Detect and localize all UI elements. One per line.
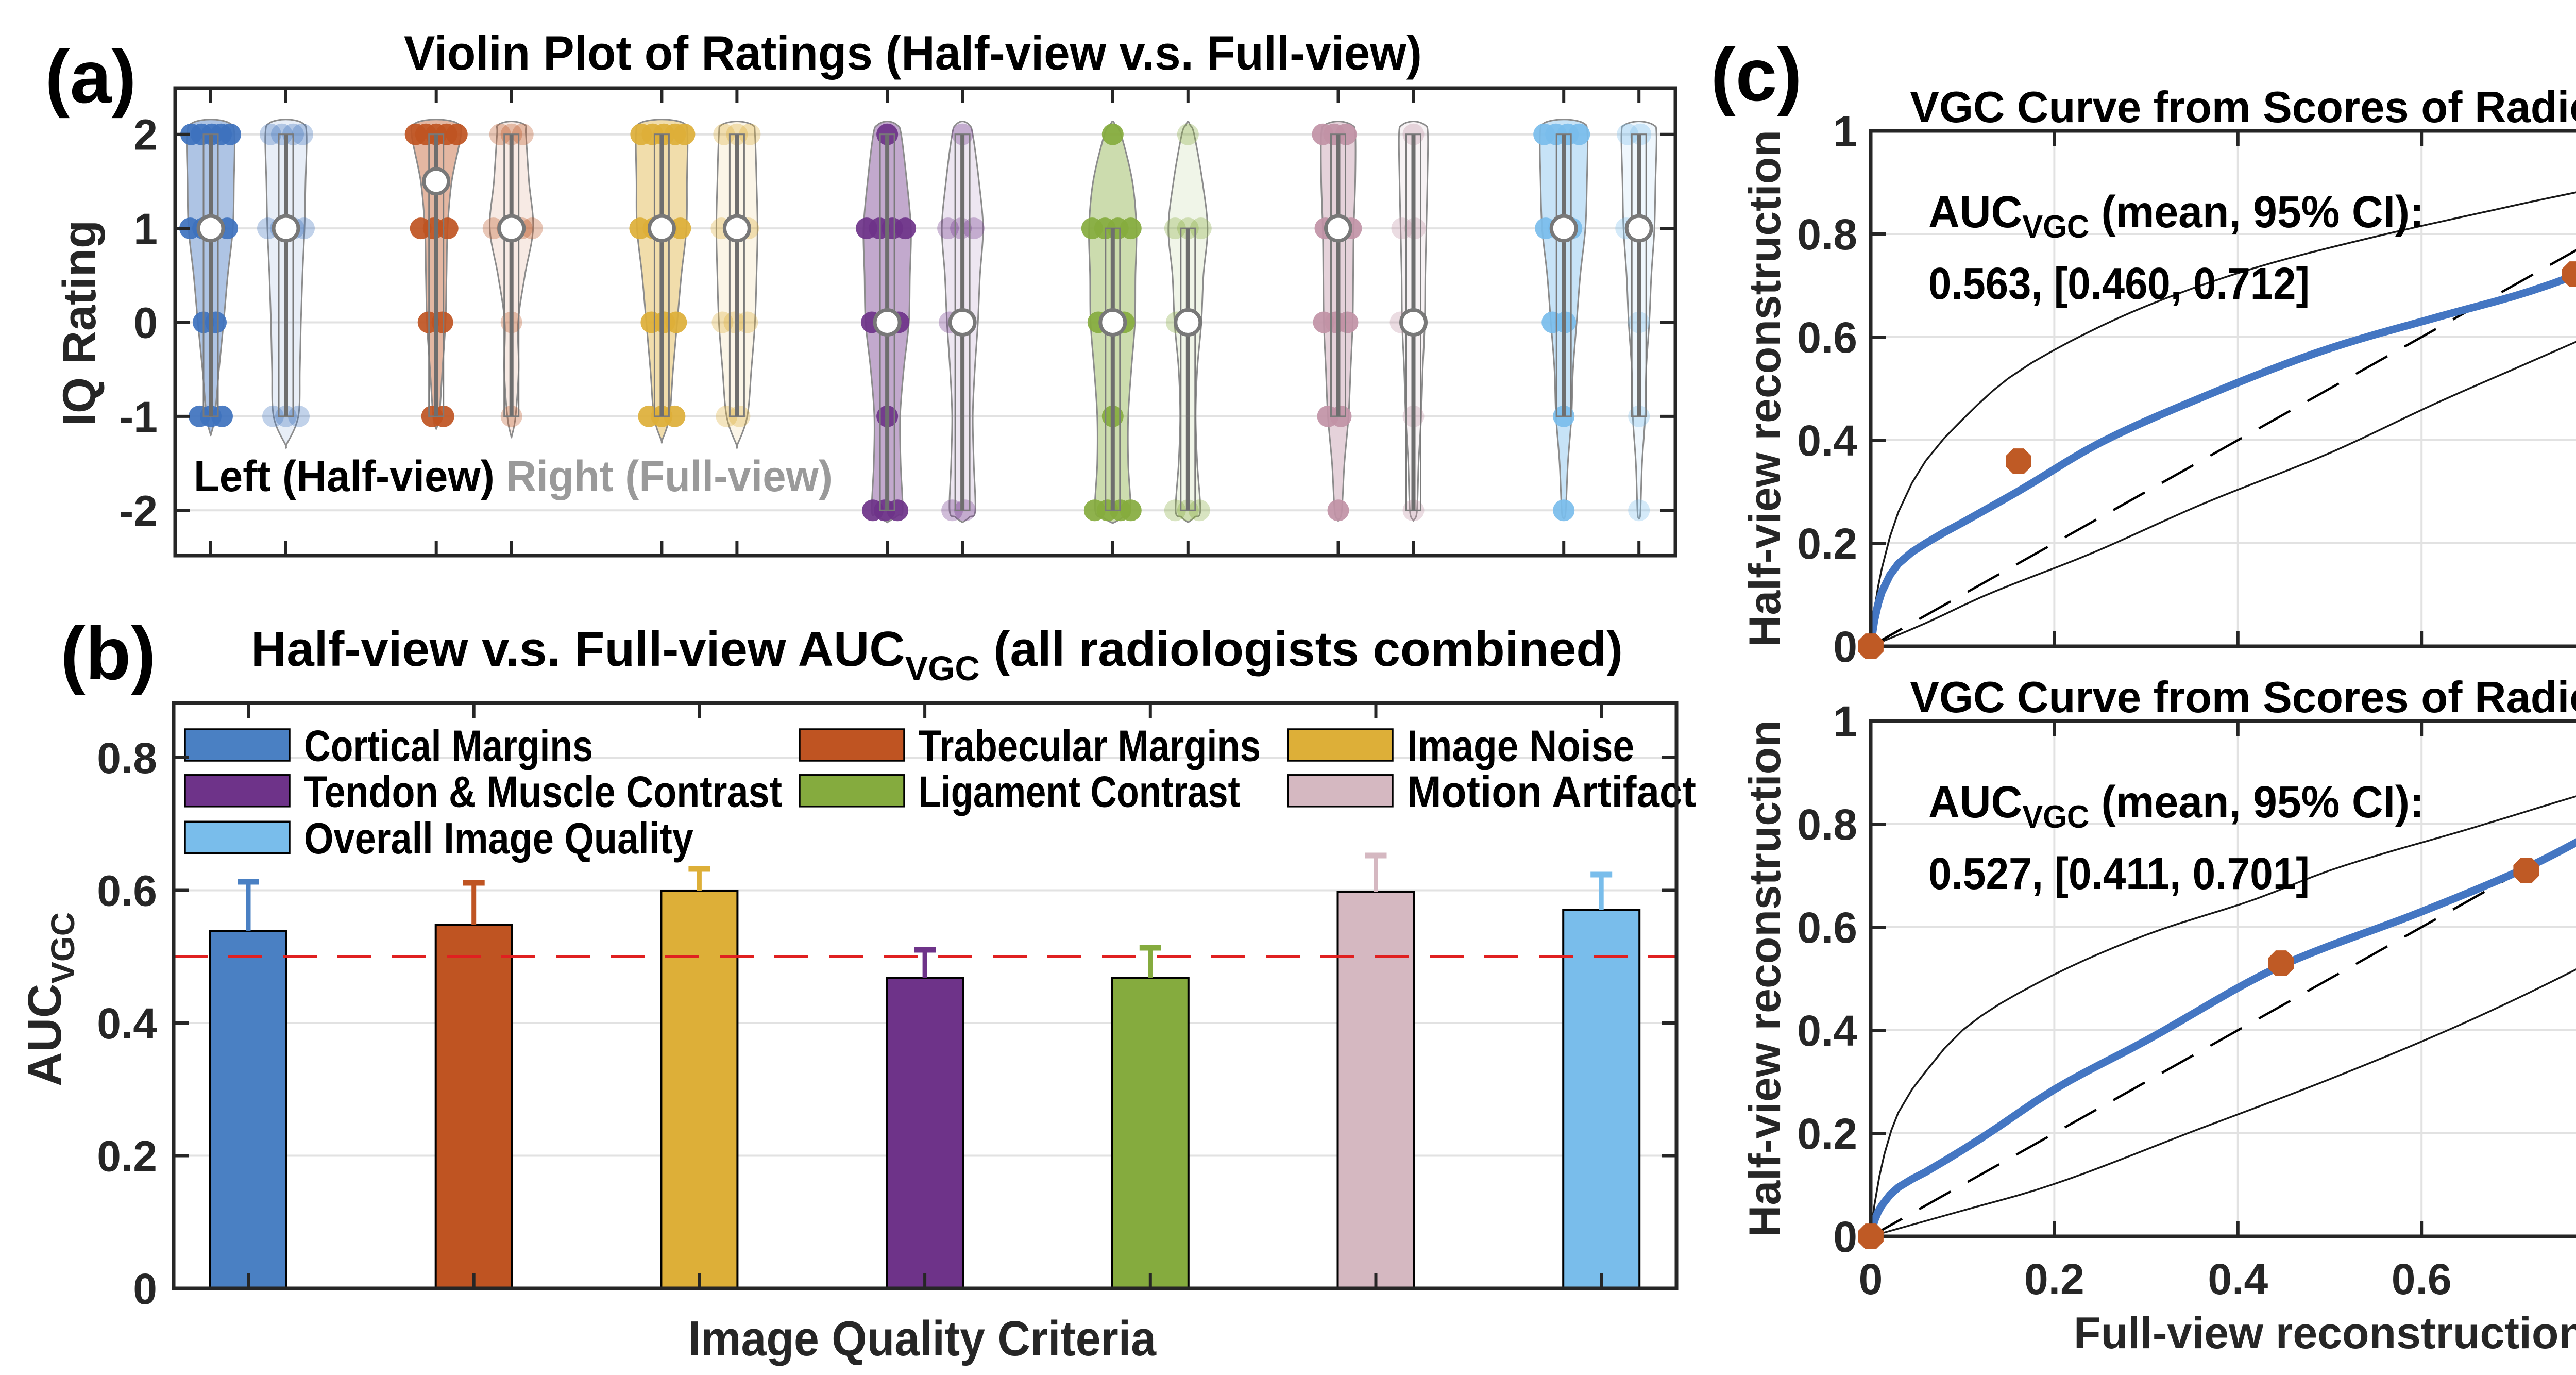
svg-text:0.527, [0.411, 0.701]: 0.527, [0.411, 0.701] — [1928, 849, 2310, 899]
svg-text:0.2: 0.2 — [2024, 1255, 2084, 1303]
svg-text:0: 0 — [133, 1265, 157, 1313]
svg-text:AUCVGC (mean, 95% CI):: AUCVGC (mean, 95% CI): — [1928, 777, 2424, 835]
svg-text:Full-view reconstruction: Full-view reconstruction — [2074, 1309, 2576, 1358]
svg-text:VGC Curve from Scores of Radio: VGC Curve from Scores of Radiologist 2 — [1910, 673, 2576, 722]
svg-text:0.8: 0.8 — [97, 734, 157, 782]
svg-text:AUCVGC (mean, 95% CI):: AUCVGC (mean, 95% CI): — [1928, 187, 2424, 245]
svg-text:0.6: 0.6 — [1797, 903, 1857, 952]
svg-text:0: 0 — [1859, 1255, 1883, 1303]
svg-text:0.6: 0.6 — [2392, 1255, 2452, 1303]
svg-text:(c): (c) — [1710, 33, 1802, 116]
svg-text:0: 0 — [1833, 1213, 1857, 1261]
svg-text:-2: -2 — [119, 487, 158, 535]
svg-text:Image Quality Criteria: Image Quality Criteria — [688, 1311, 1157, 1366]
svg-text:0.6: 0.6 — [97, 867, 157, 915]
svg-text:Tendon & Muscle Contrast: Tendon & Muscle Contrast — [304, 767, 782, 816]
svg-text:Trabecular Margins: Trabecular Margins — [919, 722, 1261, 771]
svg-text:Half-view reconstruction: Half-view reconstruction — [1740, 130, 1790, 647]
svg-text:0.8: 0.8 — [1797, 210, 1857, 259]
svg-text:0.6: 0.6 — [1797, 313, 1857, 362]
svg-text:Half-view reconstruction: Half-view reconstruction — [1740, 720, 1790, 1237]
svg-text:Ligament Contrast: Ligament Contrast — [919, 767, 1240, 816]
svg-text:0.4: 0.4 — [1797, 416, 1857, 465]
svg-text:1: 1 — [133, 205, 158, 253]
svg-text:0: 0 — [133, 299, 158, 347]
svg-text:2: 2 — [133, 111, 158, 159]
svg-text:(b): (b) — [60, 612, 156, 695]
svg-text:(a): (a) — [45, 35, 136, 119]
svg-text:IQ Rating: IQ Rating — [54, 220, 106, 426]
svg-text:Cortical Margins: Cortical Margins — [304, 722, 593, 771]
svg-text:1: 1 — [1833, 107, 1857, 156]
svg-text:0.2: 0.2 — [1797, 1110, 1857, 1158]
svg-text:0.4: 0.4 — [1797, 1007, 1857, 1055]
svg-text:-1: -1 — [119, 393, 158, 441]
svg-text:Left (Half-view) Right (Full-v: Left (Half-view) Right (Full-view) — [194, 452, 833, 500]
svg-text:0.8: 0.8 — [1797, 800, 1857, 849]
svg-text:Overall Image Quality: Overall Image Quality — [304, 814, 693, 863]
svg-text:VGC Curve from Scores of Radio: VGC Curve from Scores of Radiologist 1 — [1910, 83, 2576, 132]
svg-text:1: 1 — [1833, 697, 1857, 746]
svg-text:Motion Artifact: Motion Artifact — [1407, 767, 1696, 816]
svg-text:0: 0 — [1833, 623, 1857, 671]
svg-text:Violin Plot of Ratings (Half-v: Violin Plot of Ratings (Half-view v.s. F… — [404, 26, 1422, 80]
svg-text:0.2: 0.2 — [1797, 519, 1857, 568]
svg-text:0.4: 0.4 — [2208, 1255, 2268, 1303]
svg-text:0.4: 0.4 — [97, 999, 157, 1048]
svg-text:Image Noise: Image Noise — [1407, 722, 1634, 771]
svg-text:0.8: 0.8 — [2575, 1255, 2576, 1303]
svg-text:0.2: 0.2 — [97, 1132, 157, 1181]
svg-text:0.563, [0.460, 0.712]: 0.563, [0.460, 0.712] — [1928, 259, 2310, 309]
